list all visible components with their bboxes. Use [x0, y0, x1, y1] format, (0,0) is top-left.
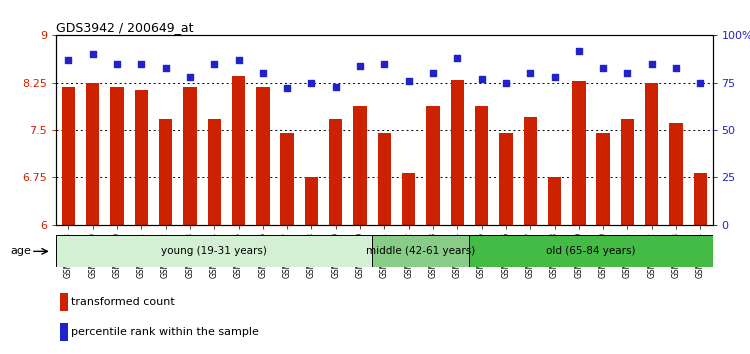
- Bar: [59, 323, 68, 341]
- Bar: [470, 235, 712, 267]
- Bar: [110, 86, 124, 354]
- Bar: [256, 86, 269, 354]
- Point: [305, 80, 317, 86]
- Bar: [694, 173, 707, 354]
- Point: [184, 74, 196, 80]
- Bar: [621, 119, 634, 354]
- Point: [694, 80, 706, 86]
- Bar: [475, 106, 488, 354]
- Bar: [183, 86, 196, 354]
- Bar: [669, 122, 682, 354]
- Point: [87, 51, 99, 57]
- Text: transformed count: transformed count: [71, 297, 175, 307]
- Point: [354, 63, 366, 69]
- Point: [500, 80, 512, 86]
- Text: old (65-84 years): old (65-84 years): [546, 246, 636, 256]
- Text: age: age: [10, 246, 31, 256]
- Point: [476, 76, 488, 82]
- Point: [62, 57, 74, 63]
- Point: [111, 61, 123, 67]
- Point: [256, 70, 268, 76]
- Bar: [329, 119, 343, 354]
- Text: young (19-31 years): young (19-31 years): [161, 246, 267, 256]
- Point: [622, 70, 634, 76]
- Point: [427, 70, 439, 76]
- Bar: [62, 86, 75, 354]
- Bar: [280, 133, 294, 354]
- Bar: [353, 106, 367, 354]
- Point: [378, 61, 390, 67]
- Bar: [572, 81, 586, 354]
- Bar: [500, 133, 512, 354]
- Bar: [645, 83, 658, 354]
- Point: [403, 78, 415, 84]
- Point: [548, 74, 560, 80]
- Bar: [304, 177, 318, 354]
- Point: [452, 55, 464, 61]
- Point: [209, 61, 220, 67]
- Text: middle (42-61 years): middle (42-61 years): [366, 246, 476, 256]
- Bar: [56, 235, 372, 267]
- Bar: [208, 119, 221, 354]
- Point: [597, 65, 609, 70]
- Point: [670, 65, 682, 70]
- Bar: [378, 133, 391, 354]
- Bar: [159, 119, 172, 354]
- Bar: [426, 106, 439, 354]
- Bar: [372, 235, 470, 267]
- Bar: [596, 133, 610, 354]
- Point: [646, 61, 658, 67]
- Bar: [59, 293, 68, 311]
- Point: [330, 84, 342, 89]
- Bar: [86, 83, 100, 354]
- Bar: [451, 80, 464, 354]
- Bar: [548, 177, 561, 354]
- Point: [135, 61, 147, 67]
- Bar: [524, 118, 537, 354]
- Point: [573, 48, 585, 53]
- Text: percentile rank within the sample: percentile rank within the sample: [71, 327, 260, 337]
- Point: [281, 86, 293, 91]
- Point: [160, 65, 172, 70]
- Bar: [135, 90, 148, 354]
- Bar: [402, 173, 416, 354]
- Point: [232, 57, 244, 63]
- Point: [524, 70, 536, 76]
- Text: GDS3942 / 200649_at: GDS3942 / 200649_at: [56, 21, 194, 34]
- Bar: [232, 76, 245, 354]
